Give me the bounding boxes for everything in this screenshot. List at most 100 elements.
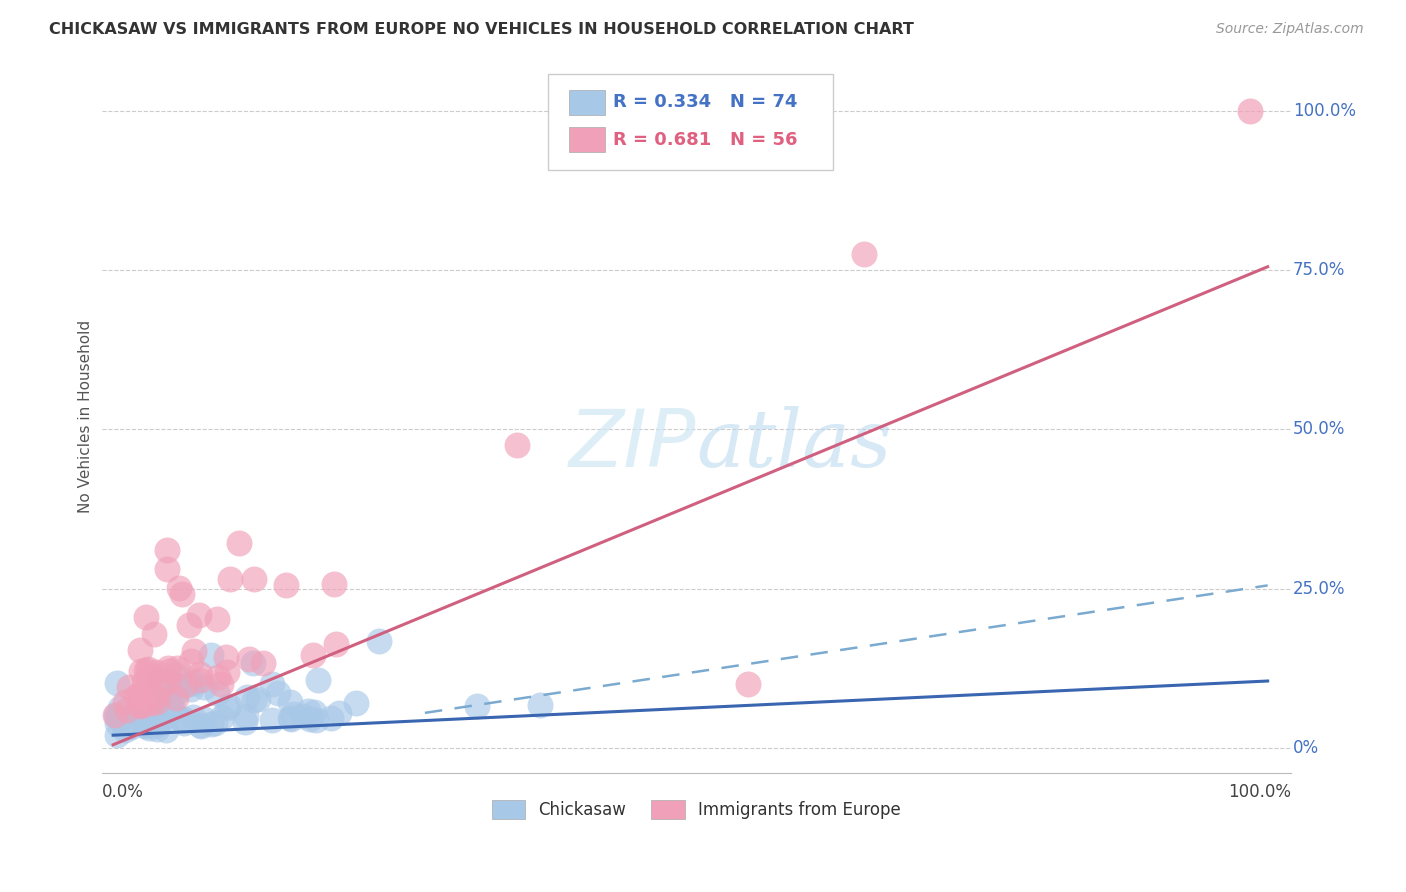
Point bbox=[228, 536, 250, 550]
Point bbox=[233, 715, 256, 730]
Point bbox=[155, 562, 177, 576]
Point bbox=[108, 712, 131, 726]
Point bbox=[165, 668, 187, 682]
Point bbox=[319, 711, 342, 725]
Text: 25.0%: 25.0% bbox=[1294, 580, 1346, 598]
Point bbox=[167, 711, 190, 725]
Point bbox=[105, 715, 128, 730]
Point bbox=[120, 720, 142, 734]
Point bbox=[128, 698, 150, 712]
Point bbox=[135, 718, 157, 732]
Point bbox=[135, 610, 157, 624]
Point bbox=[129, 643, 152, 657]
Point bbox=[134, 719, 156, 733]
Point bbox=[247, 692, 270, 706]
FancyBboxPatch shape bbox=[569, 89, 605, 115]
Text: 0.0%: 0.0% bbox=[101, 783, 143, 801]
Point bbox=[143, 690, 166, 704]
Point bbox=[145, 718, 167, 732]
Text: Source: ZipAtlas.com: Source: ZipAtlas.com bbox=[1216, 22, 1364, 37]
Text: atlas: atlas bbox=[696, 407, 891, 483]
Point bbox=[188, 673, 211, 687]
Point bbox=[305, 713, 328, 727]
Point bbox=[156, 661, 179, 675]
Point bbox=[166, 684, 188, 698]
Point bbox=[105, 708, 128, 723]
Point bbox=[236, 690, 259, 704]
Point bbox=[529, 698, 551, 712]
Point bbox=[105, 676, 128, 690]
Point bbox=[138, 721, 160, 735]
Point bbox=[134, 717, 156, 731]
Point bbox=[291, 708, 314, 723]
Point bbox=[155, 723, 177, 737]
FancyBboxPatch shape bbox=[547, 74, 832, 170]
Point bbox=[280, 695, 302, 709]
Point bbox=[297, 704, 319, 718]
Point bbox=[242, 656, 264, 670]
Point bbox=[146, 695, 169, 709]
Point bbox=[159, 664, 181, 678]
Point bbox=[129, 689, 152, 703]
Point bbox=[301, 648, 323, 662]
Point bbox=[205, 686, 228, 700]
Point bbox=[506, 438, 529, 452]
Point bbox=[146, 714, 169, 729]
Point bbox=[146, 722, 169, 736]
Point bbox=[156, 705, 179, 719]
Point bbox=[243, 572, 266, 586]
Text: 0%: 0% bbox=[1294, 739, 1319, 757]
Point bbox=[156, 542, 179, 557]
Point bbox=[132, 698, 155, 712]
Point bbox=[134, 715, 156, 730]
Point bbox=[135, 663, 157, 677]
Point bbox=[280, 712, 302, 726]
Point bbox=[215, 650, 238, 665]
Point bbox=[207, 670, 229, 684]
Point bbox=[183, 644, 205, 658]
Point bbox=[174, 678, 197, 692]
Point bbox=[328, 706, 350, 721]
Point bbox=[262, 677, 284, 691]
Point bbox=[188, 718, 211, 732]
Point bbox=[145, 665, 167, 680]
Point bbox=[170, 587, 193, 601]
Y-axis label: No Vehicles in Household: No Vehicles in Household bbox=[79, 320, 93, 513]
Point bbox=[173, 716, 195, 731]
Point bbox=[188, 666, 211, 681]
Point bbox=[181, 710, 204, 724]
Point bbox=[276, 578, 298, 592]
Point bbox=[117, 703, 139, 717]
Point bbox=[267, 686, 290, 700]
Point bbox=[184, 674, 207, 689]
Point bbox=[204, 716, 226, 731]
Text: 100.0%: 100.0% bbox=[1294, 102, 1355, 120]
Point bbox=[129, 698, 152, 713]
Point bbox=[217, 665, 239, 680]
Text: 50.0%: 50.0% bbox=[1294, 420, 1346, 438]
Point bbox=[207, 612, 229, 626]
Point bbox=[737, 677, 759, 691]
Point bbox=[217, 700, 239, 714]
Legend: Chickasaw, Immigrants from Europe: Chickasaw, Immigrants from Europe bbox=[485, 793, 907, 826]
Point bbox=[179, 677, 201, 691]
Point bbox=[145, 708, 167, 723]
Point bbox=[138, 668, 160, 682]
Point bbox=[1239, 103, 1261, 118]
Point bbox=[209, 676, 232, 690]
Point bbox=[465, 698, 488, 713]
Point bbox=[108, 701, 131, 715]
Point bbox=[218, 699, 240, 714]
Point bbox=[129, 664, 152, 678]
Text: 75.0%: 75.0% bbox=[1294, 261, 1346, 279]
Point bbox=[152, 679, 174, 693]
Point bbox=[156, 696, 179, 710]
Point bbox=[143, 626, 166, 640]
Point bbox=[159, 698, 181, 713]
Point bbox=[156, 673, 179, 688]
Point bbox=[304, 705, 326, 719]
Point bbox=[167, 581, 190, 595]
Point bbox=[188, 608, 211, 623]
Point bbox=[162, 699, 184, 714]
Point bbox=[193, 680, 215, 694]
